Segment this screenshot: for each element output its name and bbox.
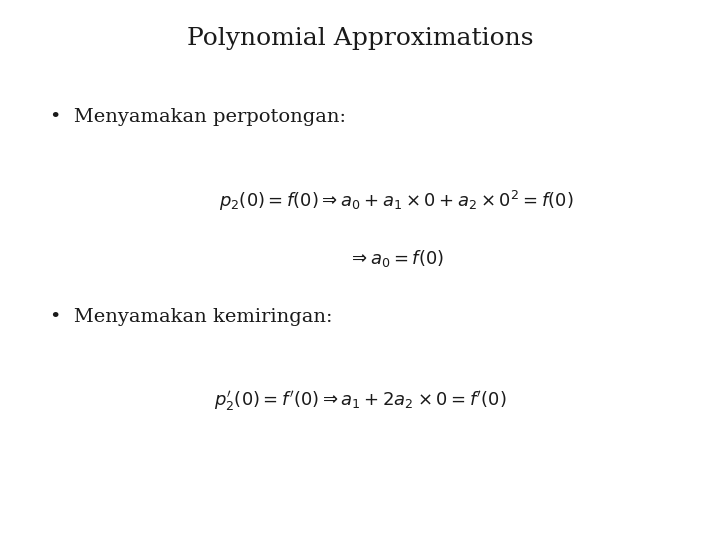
Text: $p_2(0) = f(0) \Rightarrow a_0 + a_1 \times 0 + a_2 \times 0^2 = f(0)$: $p_2(0) = f(0) \Rightarrow a_0 + a_1 \ti… [219, 189, 573, 213]
Text: $\Rightarrow a_0 = f(0)$: $\Rightarrow a_0 = f(0)$ [348, 248, 444, 269]
Text: $p_2'(0) = f'(0) \Rightarrow a_1 + 2a_2 \times 0 = f'(0)$: $p_2'(0) = f'(0) \Rightarrow a_1 + 2a_2 … [214, 389, 506, 413]
Text: •  Menyamakan perpotongan:: • Menyamakan perpotongan: [50, 108, 346, 126]
Text: •  Menyamakan kemiringan:: • Menyamakan kemiringan: [50, 308, 333, 326]
Text: Polynomial Approximations: Polynomial Approximations [186, 27, 534, 50]
